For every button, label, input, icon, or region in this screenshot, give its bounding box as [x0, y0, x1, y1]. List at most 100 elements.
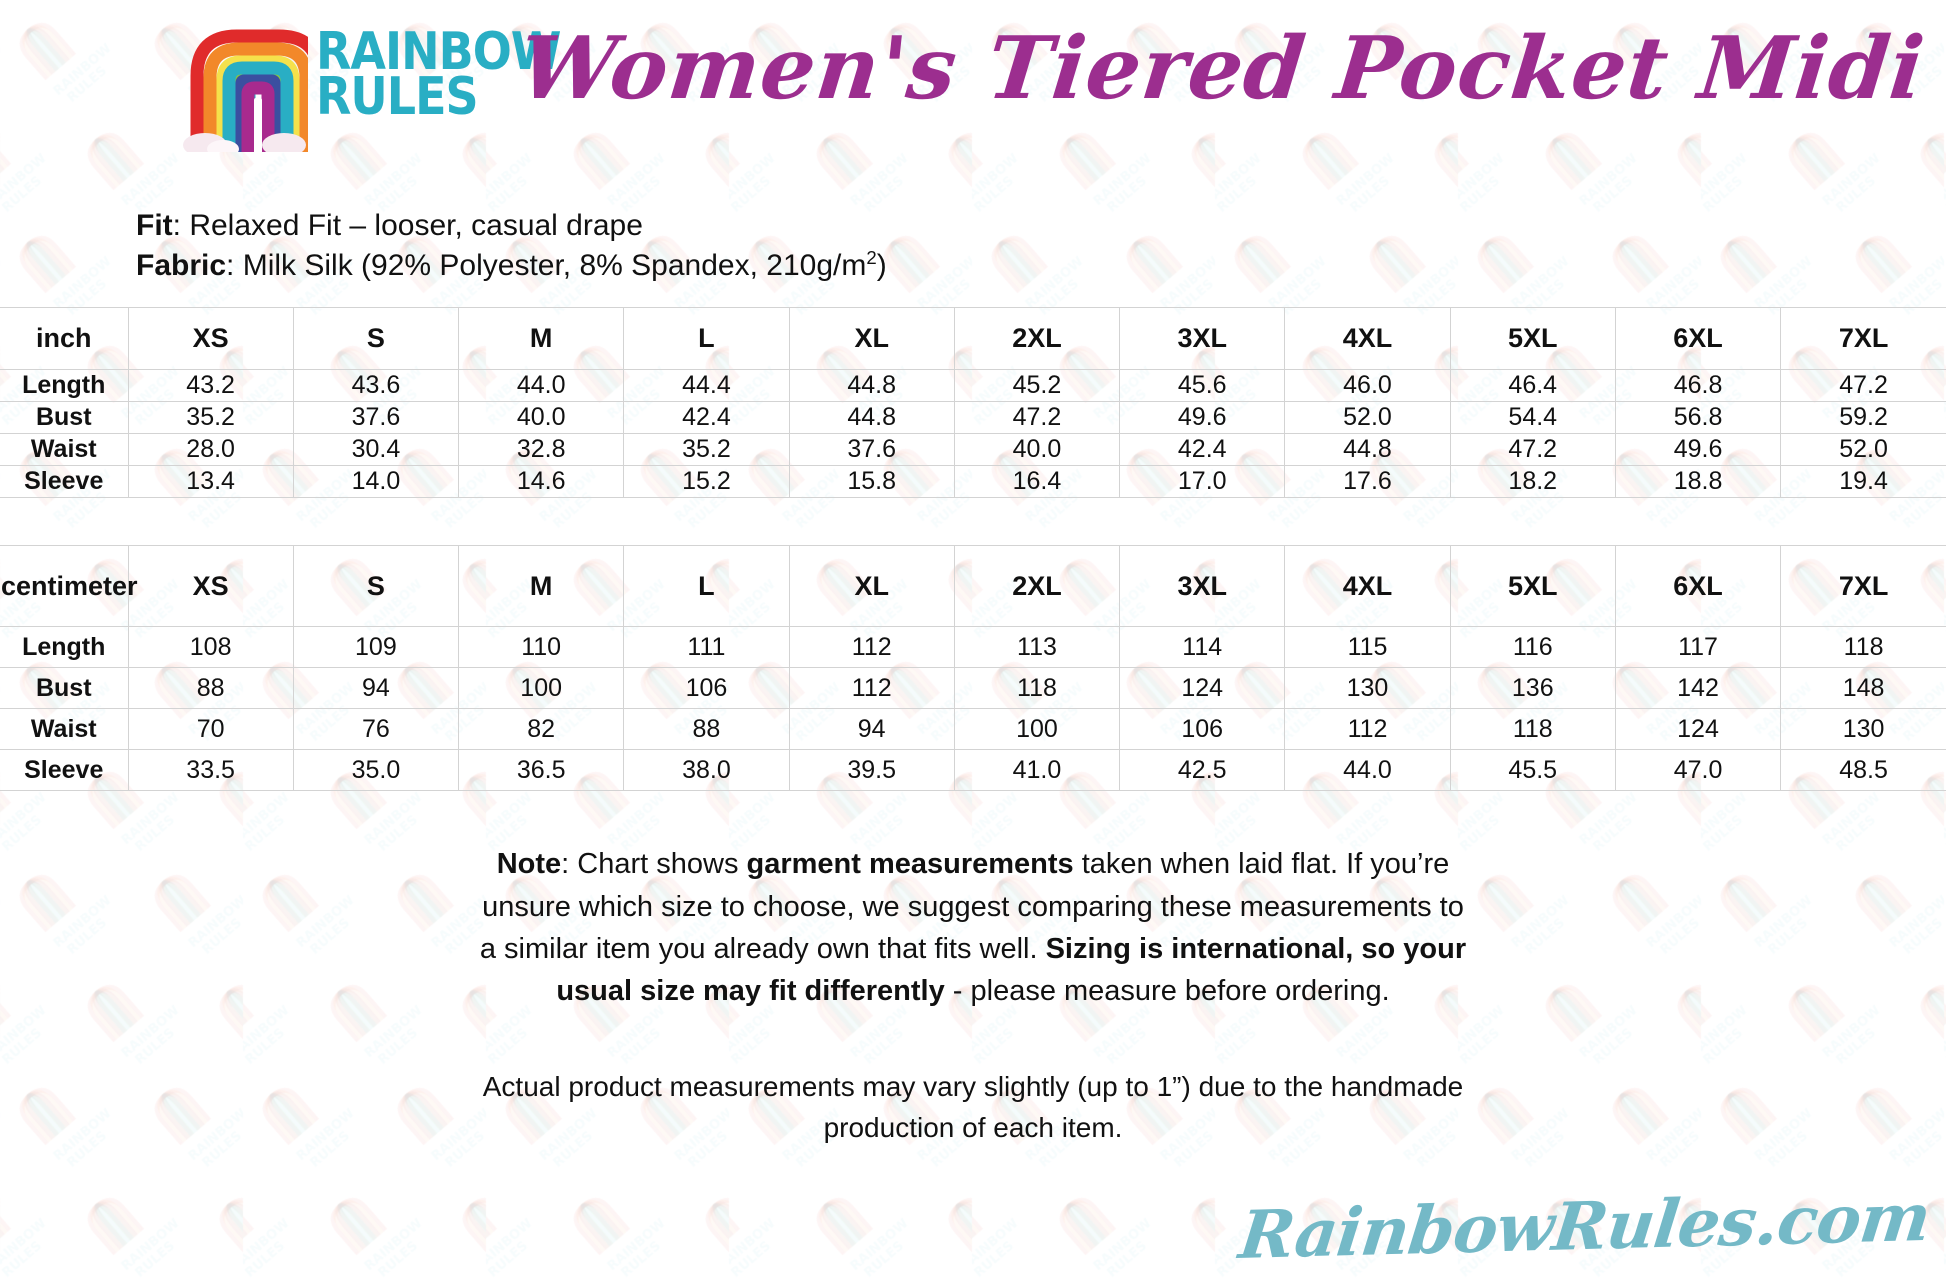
measurement-value-cell: 13.4 [128, 465, 294, 499]
product-spec-block: Fit: Relaxed Fit – looser, casual drape … [136, 206, 1946, 286]
spec-fabric-label: Fabric [136, 249, 227, 283]
measurement-value-cell: 37.6 [789, 433, 955, 467]
table-row: Length 43.2 43.6 44.0 44.4 44.8 45.2 45.6 46.0 46… [0, 369, 1946, 403]
measurement-value-cell: 47.2 [1780, 369, 1946, 403]
cm-table-body: Length 108 109 110 111 112 113 114 115 116 117 118 B… [0, 626, 1946, 792]
measurement-value-cell: 76 [293, 708, 460, 751]
measurement-value-cell: 94 [293, 667, 460, 710]
spec-fit-label: Fit [136, 209, 173, 242]
measurement-value-cell: 109 [293, 626, 460, 669]
measurement-label-cell: Length [0, 626, 129, 669]
table-row: Sleeve 33.5 35.0 36.5 38.0 39.5 41.0 42.5 44.0 45… [0, 749, 1946, 792]
measurement-value-cell: 52.0 [1284, 401, 1451, 435]
measurement-value-cell: 19.4 [1780, 465, 1946, 499]
measurement-label-cell: Bust [0, 667, 129, 710]
measurement-value-cell: 42.5 [1119, 749, 1286, 792]
measurement-value-cell: 118 [1450, 708, 1616, 751]
measurement-value-cell: 17.0 [1119, 465, 1286, 499]
unit-header-cell: inch [0, 307, 129, 371]
measurement-value-cell: 115 [1284, 626, 1451, 669]
measurement-value-cell: 124 [1615, 708, 1782, 751]
measurement-value-cell: 136 [1450, 667, 1616, 710]
measurement-label-cell: Waist [0, 708, 129, 751]
measurement-value-cell: 16.4 [954, 465, 1121, 499]
measurement-value-cell: 112 [789, 626, 955, 669]
measurement-value-cell: 45.6 [1119, 369, 1286, 403]
measurement-value-cell: 112 [1284, 708, 1451, 751]
notes-block: Note: Chart shows garment measurements t… [473, 843, 1473, 1148]
measurement-value-cell: 44.4 [623, 369, 790, 403]
size-header-cell: XL [789, 307, 955, 371]
measurement-value-cell: 88 [623, 708, 790, 751]
measurement-value-cell: 148 [1780, 667, 1946, 710]
measurement-value-cell: 49.6 [1615, 433, 1782, 467]
size-header-cell: XL [789, 545, 955, 628]
measurement-value-cell: 36.5 [458, 749, 625, 792]
site-watermark-logo: RainbowRules.com [1235, 1178, 1934, 1274]
measurement-value-cell: 82 [458, 708, 625, 751]
measurement-value-cell: 45.5 [1450, 749, 1616, 792]
size-header-cell: M [458, 545, 625, 628]
spec-fabric-superscript: 2 [866, 247, 877, 269]
measurement-value-cell: 35.2 [623, 433, 790, 467]
measurement-value-cell: 116 [1450, 626, 1616, 669]
cm-table-head: centimeter XS S M L XL 2XL 3XL 4XL 5XL 6XL 7XL [0, 545, 1946, 628]
measurement-value-cell: 14.0 [293, 465, 460, 499]
measurement-value-cell: 52.0 [1780, 433, 1946, 467]
measurement-value-cell: 108 [128, 626, 294, 669]
measurement-value-cell: 46.4 [1450, 369, 1616, 403]
measurement-value-cell: 43.2 [128, 369, 294, 403]
measurement-value-cell: 18.2 [1450, 465, 1616, 499]
measurement-value-cell: 35.0 [293, 749, 460, 792]
measurement-value-cell: 44.0 [1284, 749, 1451, 792]
measurement-value-cell: 100 [954, 708, 1121, 751]
measurement-value-cell: 42.4 [623, 401, 790, 435]
measurement-value-cell: 44.8 [789, 401, 955, 435]
measurement-value-cell: 142 [1615, 667, 1782, 710]
size-header-cell: S [293, 545, 460, 628]
note-text: - please measure before ordering. [944, 975, 1390, 1008]
spec-fabric-value: : Milk Silk (92% Polyester, 8% Spandex, … [226, 249, 867, 283]
size-header-cell: 5XL [1450, 307, 1616, 371]
measurement-value-cell: 37.6 [293, 401, 460, 435]
measurement-value-cell: 38.0 [623, 749, 790, 792]
measurement-value-cell: 18.8 [1615, 465, 1782, 499]
measurement-value-cell: 30.4 [293, 433, 460, 467]
measurement-label-cell: Sleeve [0, 465, 129, 499]
measurement-value-cell: 112 [789, 667, 955, 710]
note-secondary: Actual product measurements may vary sli… [482, 1070, 1464, 1143]
spec-fit-line: Fit: Relaxed Fit – looser, casual drape [136, 206, 1946, 246]
measurement-value-cell: 70 [128, 708, 294, 751]
measurement-value-cell: 130 [1284, 667, 1451, 710]
measurement-value-cell: 46.8 [1615, 369, 1782, 403]
page-header: RAINBOW RULES Women's Tiered Pocket Midi… [0, 0, 1946, 165]
measurement-value-cell: 46.0 [1284, 369, 1451, 403]
measurement-label-cell: Bust [0, 401, 129, 435]
measurement-value-cell: 33.5 [128, 749, 294, 792]
measurement-value-cell: 59.2 [1780, 401, 1946, 435]
table-row: Sleeve 13.4 14.0 14.6 15.2 15.8 16.4 17.0 17.6 18… [0, 465, 1946, 499]
table-row: Waist 70 76 82 88 94 100 106 112 118 124 130 [0, 708, 1946, 751]
size-header-cell: 6XL [1615, 307, 1782, 371]
measurement-value-cell: 17.6 [1284, 465, 1451, 499]
measurement-value-cell: 40.0 [954, 433, 1121, 467]
measurement-value-cell: 110 [458, 626, 625, 669]
measurement-value-cell: 39.5 [789, 749, 955, 792]
note-emphasis: garment measurements [746, 848, 1074, 881]
measurement-value-cell: 47.2 [1450, 433, 1616, 467]
measurement-value-cell: 14.6 [458, 465, 625, 499]
inch-table-body: Length 43.2 43.6 44.0 44.4 44.8 45.2 45.6 46.0 46… [0, 369, 1946, 499]
measurement-value-cell: 111 [623, 626, 790, 669]
measurement-value-cell: 47.0 [1615, 749, 1782, 792]
measurement-value-cell: 88 [128, 667, 294, 710]
measurement-value-cell: 56.8 [1615, 401, 1782, 435]
measurement-value-cell: 43.6 [293, 369, 460, 403]
measurement-value-cell: 45.2 [954, 369, 1121, 403]
note-text: : Chart shows [561, 848, 747, 881]
note-emphasis: Note [496, 848, 562, 881]
measurement-value-cell: 47.2 [954, 401, 1121, 435]
unit-header-cell: centimeter [0, 545, 138, 628]
size-header-cell: 5XL [1450, 545, 1616, 628]
measurement-value-cell: 35.2 [128, 401, 294, 435]
measurement-value-cell: 124 [1119, 667, 1286, 710]
